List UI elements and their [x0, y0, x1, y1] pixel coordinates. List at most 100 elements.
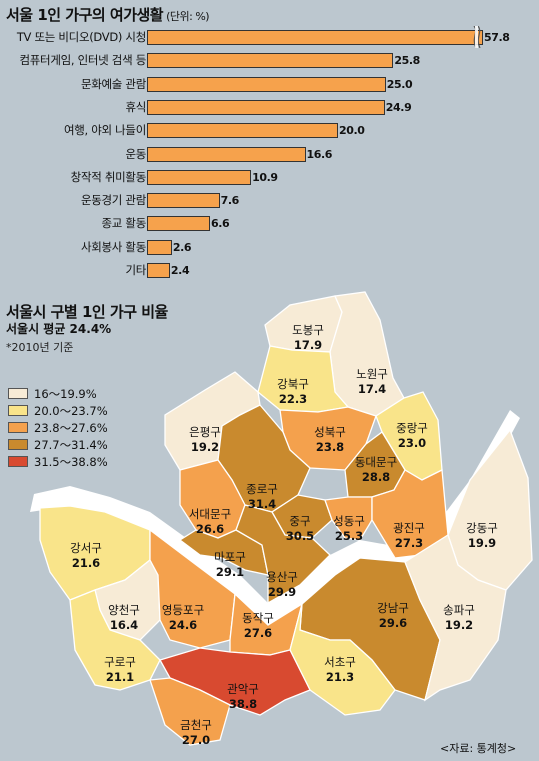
district-region — [371, 468, 449, 559]
bar-value-label: 16.6 — [306, 147, 333, 161]
bar-category-label: 문화예술 관람 — [80, 76, 146, 91]
bar — [147, 123, 338, 139]
district-name-label: 용산구 — [266, 570, 298, 584]
chart-title: 서울 1인 가구의 여가생활 (단위: %) — [6, 6, 210, 24]
district-value-label: 27.3 — [395, 536, 423, 550]
bar — [147, 169, 252, 185]
district-name-label: 양천구 — [108, 603, 140, 617]
bar — [147, 76, 386, 92]
bar-value-label: 2.6 — [172, 240, 192, 254]
district-name-label: 강동구 — [466, 521, 498, 535]
bar-category-label: 사회봉사 활동 — [80, 239, 146, 254]
legend-swatch — [8, 439, 28, 450]
district-value-label: 19.2 — [191, 440, 219, 454]
legend-item: 27.7～31.4% — [8, 438, 208, 452]
district-value-label: 21.1 — [106, 670, 134, 684]
legend-swatch — [8, 456, 28, 467]
bar-category-label: 운동경기 관람 — [80, 193, 146, 208]
district-value-label: 19.9 — [468, 536, 496, 550]
legend-label: 16～19.9% — [34, 387, 97, 401]
legend-item: 20.0～23.7% — [8, 404, 208, 418]
district-value-label: 27.6 — [244, 626, 272, 640]
district-region — [149, 528, 236, 649]
bar-value-label: 20.0 — [339, 124, 365, 138]
district-value-label: 30.5 — [286, 529, 314, 543]
district-region — [178, 529, 269, 576]
bar-value-label: 24.9 — [385, 100, 412, 114]
district-name-label: 성북구 — [314, 425, 346, 439]
district-name-label: 은평구 — [189, 425, 221, 439]
legend-swatch — [8, 405, 28, 416]
district-value-label: 19.2 — [445, 618, 473, 632]
district-name-label: 중랑구 — [396, 421, 428, 435]
legend-swatch — [8, 388, 28, 399]
bar-category-label: 종교 활동 — [101, 216, 147, 231]
district-name-label: 도봉구 — [292, 323, 324, 337]
district-name-label: 구로구 — [104, 655, 136, 669]
bar — [147, 53, 394, 69]
bar — [147, 146, 306, 162]
district-value-label: 21.3 — [326, 670, 354, 684]
district-name-label: 마포구 — [214, 550, 246, 564]
bar — [147, 216, 211, 232]
district-value-label: 23.8 — [316, 440, 344, 454]
map-note: *2010년 기준 — [6, 341, 74, 354]
legend-label: 31.5～38.8% — [34, 455, 108, 469]
bar-category-label: TV 또는 비디오(DVD) 시청 — [16, 30, 146, 44]
bar-category-label: 컴퓨터게임, 인터넷 검색 등 — [19, 53, 146, 68]
district-name-label: 서대문구 — [189, 507, 231, 521]
bar-value-label: 10.9 — [252, 170, 278, 184]
bar — [147, 239, 172, 255]
bar-value-label: 6.6 — [211, 217, 230, 231]
district-value-label: 17.9 — [294, 338, 322, 352]
district-value-label: 25.3 — [335, 529, 363, 543]
district-value-label: 16.4 — [110, 618, 138, 632]
district-name-label: 강서구 — [70, 541, 102, 555]
district-value-label: 22.3 — [279, 392, 307, 406]
district-region — [289, 603, 396, 716]
han-river — [30, 410, 520, 625]
bar-value-label: 2.4 — [170, 264, 190, 277]
district-value-label: 27.0 — [182, 733, 210, 747]
district-name-label: 영등포구 — [162, 603, 204, 617]
district-region — [235, 504, 331, 605]
map-title: 서울시 구별 1인 가구 비율 — [6, 303, 168, 321]
district-value-label: 21.6 — [72, 556, 100, 570]
bar — [147, 99, 385, 115]
district-value-label: 23.0 — [398, 436, 426, 450]
legend-item: 31.5～38.8% — [8, 455, 208, 469]
district-value-label: 17.4 — [358, 382, 386, 396]
legend-label: 27.7～31.4% — [34, 438, 108, 452]
bar — [147, 193, 220, 209]
district-value-label: 29.6 — [379, 616, 407, 630]
source-note: <자료: 통계청> — [440, 742, 517, 755]
bar-value-label: 25.0 — [386, 77, 413, 91]
district-name-label: 동대문구 — [355, 455, 397, 469]
district-region — [447, 428, 533, 591]
unit-label: (단위: %) — [166, 10, 210, 23]
district-name-label: 관악구 — [227, 682, 259, 696]
bar-category-label: 운동 — [125, 146, 146, 161]
map-subtitle: 서울시 평균 24.4% — [6, 322, 112, 336]
district-name-label: 금천구 — [180, 718, 212, 732]
district-region — [149, 677, 231, 746]
district-value-label: 29.9 — [268, 585, 296, 599]
bar-category-label: 창작적 취미활동 — [70, 169, 147, 184]
bar-category-label: 여행, 야외 나들이 — [63, 123, 146, 138]
bar-value-label: 7.6 — [220, 194, 240, 208]
legend-label: 23.8～27.6% — [34, 421, 108, 435]
district-name-label: 광진구 — [393, 521, 425, 535]
district-name-label: 중구 — [289, 514, 310, 528]
district-name-label: 송파구 — [443, 603, 475, 617]
district-name-label: 노원구 — [356, 367, 388, 381]
district-value-label: 29.1 — [216, 565, 244, 579]
district-name-label: 강남구 — [377, 601, 409, 615]
district-name-label: 강북구 — [277, 377, 309, 391]
legend-item: 23.8～27.6% — [8, 421, 208, 435]
district-name-label: 종로구 — [246, 482, 278, 496]
district-name-label: 서초구 — [324, 655, 356, 669]
legend-label: 20.0～23.7% — [34, 404, 108, 418]
axis-break-mark — [473, 26, 481, 48]
district-name-label: 성동구 — [333, 514, 365, 528]
